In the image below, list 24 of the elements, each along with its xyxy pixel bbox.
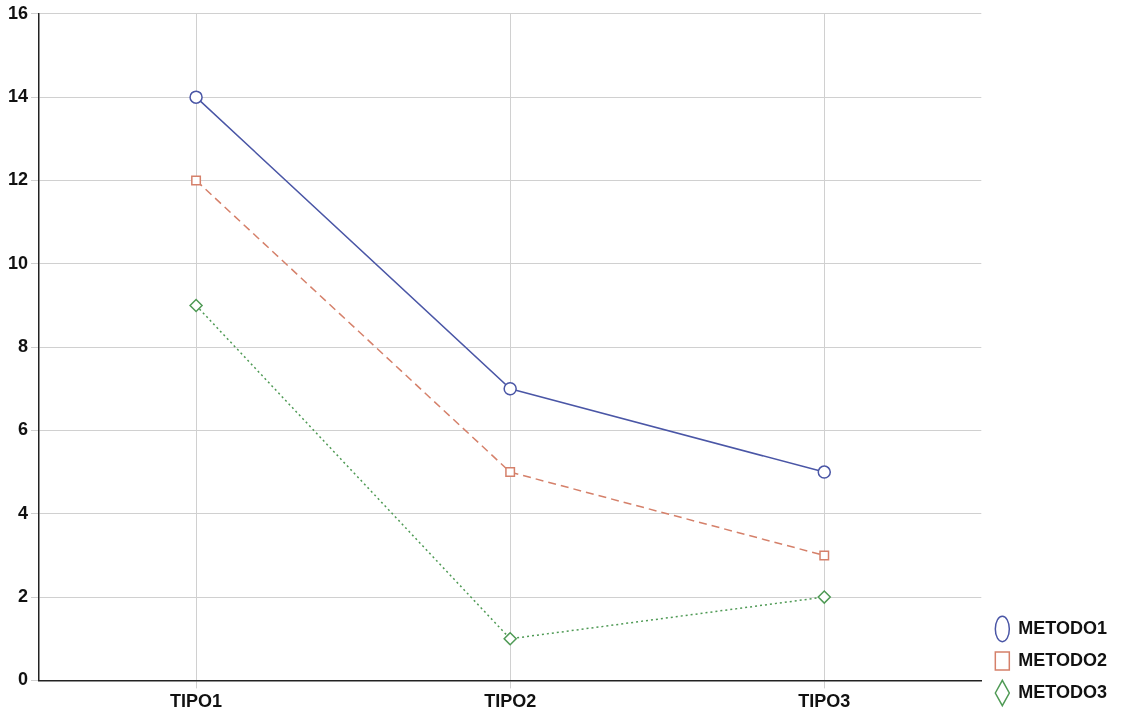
x-tick-label: TIPO2 — [484, 691, 537, 712]
legend-label: METODO2 — [1018, 649, 1108, 670]
point — [817, 590, 832, 604]
legend-label: METODO3 — [1018, 681, 1108, 702]
y-tick-label: 0 — [18, 669, 29, 690]
x-tick-label: TIPO1 — [170, 691, 223, 712]
point — [503, 631, 517, 646]
legend-label: METODO1 — [1018, 617, 1108, 638]
x-tick-label: TIPO3 — [798, 691, 851, 712]
point — [819, 550, 830, 561]
y-tick-label: 14 — [7, 86, 29, 107]
y-tick-label: 12 — [7, 169, 29, 190]
point — [189, 298, 203, 313]
y-tick-label: 6 — [18, 419, 29, 440]
point — [503, 382, 517, 396]
point — [505, 467, 516, 478]
y-tick-label: 2 — [18, 586, 29, 607]
y-tick-label: 10 — [7, 252, 29, 273]
y-tick-label: 8 — [18, 336, 29, 357]
y-tick-label: 4 — [18, 502, 29, 523]
y-tick-label: 16 — [7, 2, 29, 23]
point — [191, 175, 202, 186]
point — [817, 465, 832, 479]
point — [189, 90, 203, 104]
